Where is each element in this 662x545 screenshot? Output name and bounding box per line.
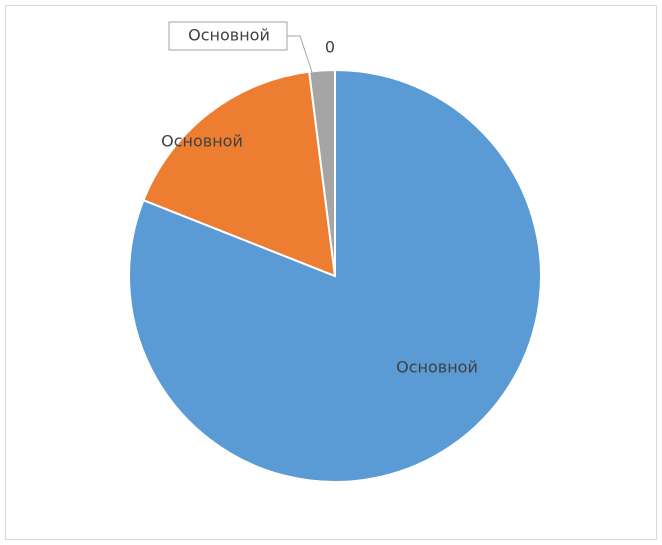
labels: Основной Основной Основной [161, 21, 478, 377]
label-box [168, 21, 288, 51]
annotation: 0 [325, 38, 335, 57]
pie-slice [142, 70, 337, 278]
pie [128, 68, 542, 483]
pie-slice [308, 68, 336, 277]
leader-line [287, 35, 313, 73]
slice-label: Основной [396, 358, 478, 377]
slice-label: Основной [161, 132, 243, 151]
slice-label: Основной [188, 26, 270, 45]
